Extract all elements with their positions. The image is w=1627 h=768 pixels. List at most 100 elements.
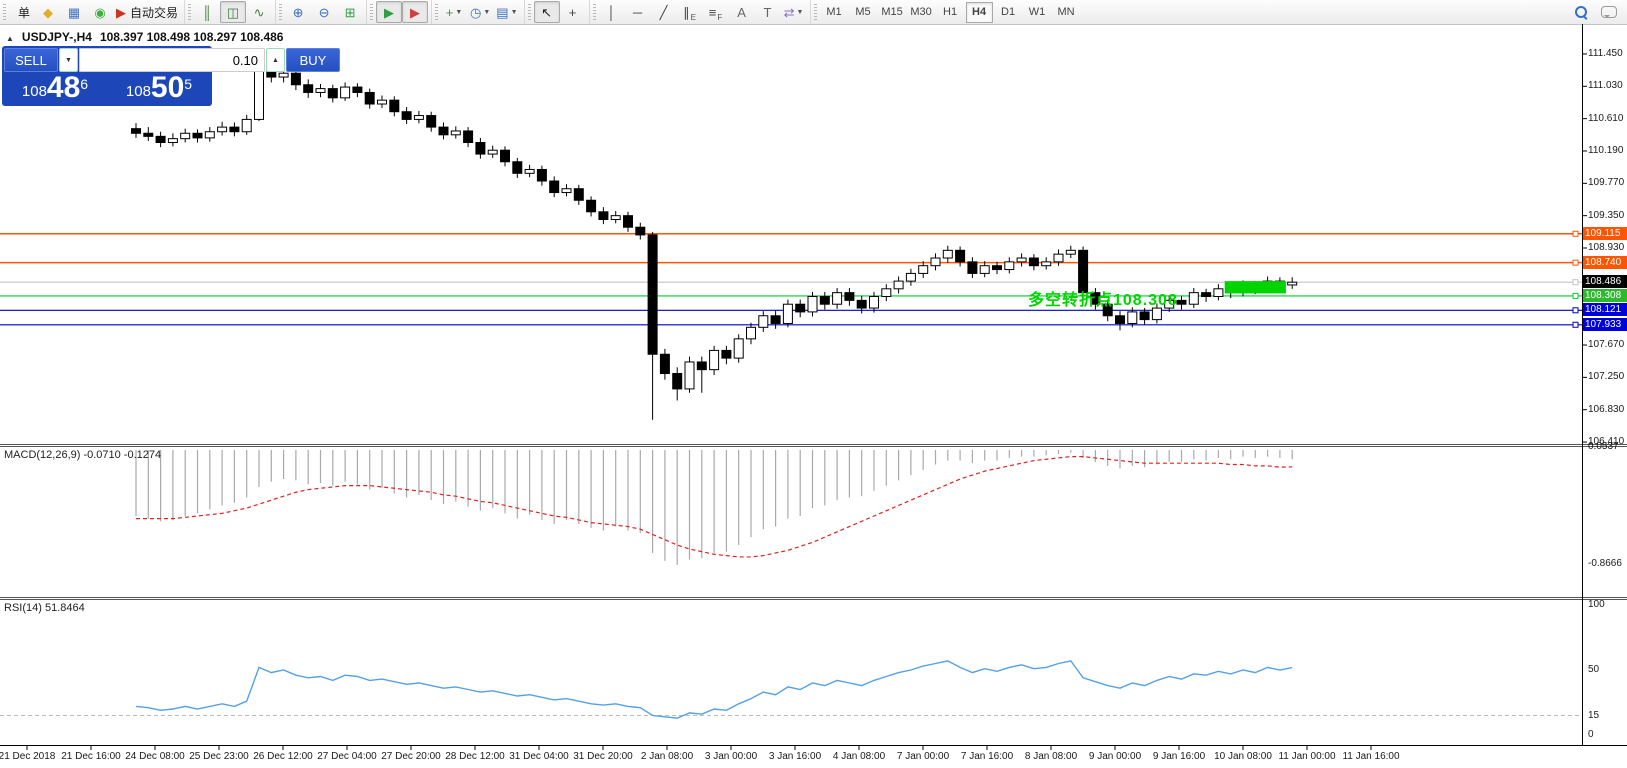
search-icon[interactable] — [1575, 6, 1587, 18]
price-tick-label: 111.030 — [1588, 80, 1623, 92]
price-level-label[interactable]: 108.308 — [1583, 288, 1627, 302]
volume-input[interactable] — [79, 48, 265, 72]
time-tick-label: 11 Jan 00:00 — [1278, 751, 1336, 762]
toolbar-grip — [3, 4, 6, 20]
arrows-icon[interactable]: ⇄ ▼ — [783, 4, 804, 20]
price-level-label[interactable]: 107.933 — [1583, 317, 1627, 331]
time-tick-label: 3 Jan 16:00 — [768, 751, 822, 762]
market-watch-icon[interactable]: ▦ — [67, 4, 81, 20]
price-tick-label: 107.670 — [1588, 339, 1625, 351]
time-tick-label: 7 Jan 00:00 — [896, 751, 950, 762]
toolbar-grip — [188, 4, 192, 20]
sell-price-prefix: 108 — [21, 83, 47, 100]
timeframe-m15[interactable]: M15 — [881, 6, 903, 18]
time-tick-label: 8 Jan 08:00 — [1024, 751, 1078, 762]
buy-price[interactable]: 108 50 5 — [108, 73, 210, 103]
time-tick-label: 31 Dec 04:00 — [509, 751, 569, 762]
chat-icon[interactable] — [1601, 6, 1617, 18]
volume-up-button[interactable]: ▲ — [266, 48, 285, 72]
time-tick-label: 9 Jan 16:00 — [1152, 751, 1206, 762]
chart-shift-icon[interactable]: ▶ — [402, 1, 429, 23]
time-tick-label: 25 Dec 23:00 — [189, 751, 249, 762]
toolbar-grip — [435, 4, 439, 20]
sell-price-big: 48 — [46, 71, 81, 104]
price-tick-label: 110.610 — [1588, 112, 1624, 124]
rsi-axis-label: 100 — [1588, 599, 1605, 610]
buy-button[interactable]: BUY — [286, 48, 340, 72]
timeframe-h4[interactable]: H4 — [965, 1, 993, 23]
chart-annotation-text: 多空转折点108.308 — [1028, 291, 1178, 309]
timeframe-d1[interactable]: D1 — [1001, 6, 1016, 18]
toolbar-group: ↖ + — [523, 0, 589, 24]
horizontal-line-icon[interactable]: ─ — [632, 4, 643, 20]
sell-price[interactable]: 108 48 6 — [4, 73, 106, 103]
time-tick-label: 11 Jan 16:00 — [1342, 751, 1400, 762]
auto-scroll-icon[interactable]: ▶ — [376, 1, 403, 23]
auto-trading-button[interactable]: ▶ 自动交易 — [116, 4, 179, 20]
toolbar-grip — [279, 4, 283, 20]
price-level-label[interactable]: 108.486 — [1583, 275, 1627, 289]
fibonacci-icon[interactable]: ≡ F — [708, 4, 723, 23]
time-tick-label: 10 Jan 08:00 — [1214, 751, 1272, 762]
cursor-icon[interactable]: ↖ — [533, 1, 560, 23]
rsi-axis-label: 0 — [1588, 729, 1594, 740]
sell-button[interactable]: SELL — [4, 48, 58, 72]
price-tick-label: 111.450 — [1588, 47, 1623, 59]
price-level-label[interactable]: 108.121 — [1583, 303, 1627, 317]
trendline-icon[interactable]: ╱ — [659, 4, 668, 20]
rsi-label: RSI(14) 51.8464 — [4, 602, 85, 614]
candlestick-chart-icon[interactable]: ◫ — [220, 1, 247, 23]
navigator-icon[interactable]: ◉ — [94, 4, 106, 20]
time-tick-label: 2 Jan 08:00 — [640, 751, 694, 762]
rsi-axis-label: 50 — [1588, 664, 1600, 675]
price-level-label[interactable]: 109.115 — [1583, 226, 1627, 240]
toolbar-group: ⊕ ⊖ ⊞ — [275, 0, 366, 24]
text-icon[interactable]: A — [737, 4, 746, 20]
timeframe-m30[interactable]: M30 — [910, 6, 932, 18]
buy-price-prefix: 108 — [125, 83, 151, 100]
line-chart-icon[interactable]: ∿ — [253, 4, 265, 20]
chart-header: ▲ USDJPY-,H4 108.397 108.498 108.297 108… — [6, 30, 283, 44]
volume-down-button[interactable]: ▼ — [59, 48, 78, 72]
template-icon[interactable]: ▤ ▼ — [496, 4, 518, 20]
time-tick-label: 26 Dec 12:00 — [253, 751, 313, 762]
timeframe-m1[interactable]: M1 — [826, 6, 842, 18]
timeframe-w1[interactable]: W1 — [1028, 6, 1046, 18]
vertical-line-icon[interactable]: │ — [607, 4, 616, 20]
toolbar-grip — [592, 4, 596, 20]
buy-price-big: 50 — [150, 71, 185, 104]
collapse-icon[interactable]: ▲ — [6, 34, 14, 43]
period-icon[interactable]: ◷ ▼ — [470, 4, 491, 20]
new-order-button[interactable]: 单 — [17, 5, 30, 20]
time-tick-label: 28 Dec 12:00 — [445, 751, 505, 762]
timeframe-h1[interactable]: H1 — [943, 6, 958, 18]
bar-chart-icon[interactable]: ║ — [202, 4, 212, 20]
time-tick-label: 31 Dec 20:00 — [573, 751, 633, 762]
zoom-out-icon[interactable]: ⊖ — [318, 4, 330, 20]
toolbar-grip — [370, 4, 374, 20]
text-label-icon[interactable]: T — [763, 4, 772, 20]
chart-profile-icon[interactable]: ◆ — [43, 4, 53, 20]
zoom-in-icon[interactable]: ⊕ — [292, 4, 304, 20]
price-level-label[interactable]: 108.740 — [1583, 255, 1627, 269]
one-click-trade-panel: SELL ▼ ▲ BUY 108 48 6 108 50 5 — [2, 46, 340, 106]
macd-label: MACD(12,26,9) -0.0710 -0.1274 — [4, 449, 162, 461]
add-indicator-icon[interactable]: + ▼ — [445, 4, 463, 20]
toolbar-group: ║ ◫ ∿ — [184, 0, 275, 24]
sell-price-sup: 6 — [80, 76, 89, 92]
timeframe-mn[interactable]: MN — [1057, 6, 1075, 18]
toolbar-group: │ ─ ╱ ∥ E ≡ F A T ⇄ ▼ — [588, 0, 810, 24]
symbol-title: USDJPY-,H4 — [21, 30, 92, 44]
rsi-axis-label: 15 — [1588, 709, 1600, 721]
price-tick-label: 106.830 — [1588, 403, 1625, 415]
timeframe-m5[interactable]: M5 — [855, 6, 871, 18]
tile-windows-icon[interactable]: ⊞ — [344, 4, 356, 20]
time-tick-label: 9 Jan 00:00 — [1088, 751, 1142, 762]
equidistant-channel-icon[interactable]: ∥ E — [683, 4, 696, 23]
main-toolbar: 单 ◆ ▦ ◉ ▶ 自动交易 ║ ◫ ∿ ⊕ ⊖ ⊞ ▶ ▶ + ▼ ◷ ▼ ▤ ▼ ↖ + │ ─ ╱ ∥ E ≡ F A T ⇄ ▼ M1 M… — [0, 0, 1627, 25]
time-tick-label: 7 Jan 16:00 — [960, 751, 1014, 762]
time-tick-label: 21 Dec 2018 — [0, 751, 56, 762]
price-tick-label: 110.190 — [1588, 144, 1624, 156]
crosshair-icon[interactable]: + — [568, 4, 577, 20]
